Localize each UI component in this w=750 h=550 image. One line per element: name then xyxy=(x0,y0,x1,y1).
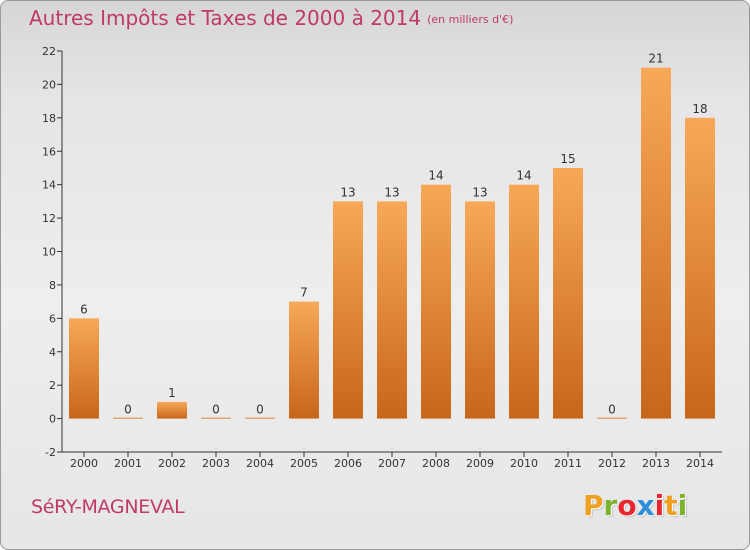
y-tick-label: 20 xyxy=(42,78,56,91)
y-tick-label: 16 xyxy=(42,145,56,158)
logo-letter: x xyxy=(636,489,655,522)
data-label: 7 xyxy=(300,286,308,300)
logo-letter: r xyxy=(603,489,618,522)
x-tick-label: 2007 xyxy=(378,457,406,470)
data-label: 21 xyxy=(648,52,663,66)
bar-2009 xyxy=(465,201,495,419)
x-tick-label: 2010 xyxy=(510,457,538,470)
x-tick-label: 2001 xyxy=(114,457,142,470)
bar-2004 xyxy=(245,417,275,419)
x-tick-label: 2002 xyxy=(158,457,186,470)
y-tick-label: 2 xyxy=(49,379,56,392)
x-tick-label: 2011 xyxy=(554,457,582,470)
data-label: 6 xyxy=(80,302,88,316)
x-tick-label: 2014 xyxy=(686,457,714,470)
bar-2001 xyxy=(113,417,143,419)
data-label: 14 xyxy=(516,169,531,183)
logo-letter: o xyxy=(617,489,637,522)
y-tick-label: 14 xyxy=(42,179,56,192)
bar-2003 xyxy=(201,417,231,419)
chart-title-text: Autres Impôts et Taxes de 2000 à 2014 xyxy=(29,6,422,30)
data-label: 13 xyxy=(472,185,487,199)
bar-2010 xyxy=(509,184,539,419)
bar-2013 xyxy=(641,67,671,419)
data-label: 1 xyxy=(168,386,176,400)
x-tick-label: 2006 xyxy=(334,457,362,470)
logo-letter: P xyxy=(583,489,604,522)
plot-area: -2 0 2 4 6 8 10 12 14 16 18 20 22 6 2000 0 2001 1 2002 0 200… xyxy=(42,45,722,470)
y-tick-label: -2 xyxy=(45,446,56,459)
bar-2011 xyxy=(553,167,583,419)
data-label: 0 xyxy=(608,403,616,417)
data-label: 14 xyxy=(428,169,443,183)
x-tick-label: 2005 xyxy=(290,457,318,470)
bar-2014 xyxy=(685,117,715,419)
bar-2000 xyxy=(69,318,99,419)
proxiti-logo[interactable]: Proxiti xyxy=(583,489,687,522)
bar-2008 xyxy=(421,184,451,419)
x-tick-label: 2013 xyxy=(642,457,670,470)
bar-2005 xyxy=(289,301,319,419)
data-label: 0 xyxy=(124,403,132,417)
x-tick-label: 2000 xyxy=(70,457,98,470)
y-tick-label: 4 xyxy=(49,346,56,359)
y-tick-label: 10 xyxy=(42,246,56,259)
y-tick-label: 12 xyxy=(42,212,56,225)
bar-2002 xyxy=(157,401,187,419)
y-tick-label: 8 xyxy=(49,279,56,292)
chart-subtitle: (en milliers d'€) xyxy=(427,13,514,26)
commune-name: SéRY-MAGNEVAL xyxy=(31,496,185,518)
data-label: 18 xyxy=(692,102,707,116)
y-tick-label: 22 xyxy=(42,45,56,58)
data-label: 13 xyxy=(340,185,355,199)
data-label: 0 xyxy=(256,403,264,417)
x-tick-label: 2003 xyxy=(202,457,230,470)
logo-letter: t xyxy=(664,489,678,522)
y-tick-label: 0 xyxy=(49,413,56,426)
x-tick-label: 2008 xyxy=(422,457,450,470)
data-label: 15 xyxy=(560,152,575,166)
bar-2006 xyxy=(333,201,363,419)
y-tick-label: 6 xyxy=(49,312,56,325)
x-tick-label: 2004 xyxy=(246,457,274,470)
logo-letter: i xyxy=(654,489,665,522)
bar-2012 xyxy=(597,417,627,419)
data-label: 0 xyxy=(212,403,220,417)
x-tick-label: 2009 xyxy=(466,457,494,470)
data-label: 13 xyxy=(384,185,399,199)
logo-letter: i xyxy=(677,489,688,522)
y-tick-label: 18 xyxy=(42,112,56,125)
chart-title: Autres Impôts et Taxes de 2000 à 2014 (en… xyxy=(29,6,513,30)
x-tick-label: 2012 xyxy=(598,457,626,470)
bar-2007 xyxy=(377,201,407,419)
